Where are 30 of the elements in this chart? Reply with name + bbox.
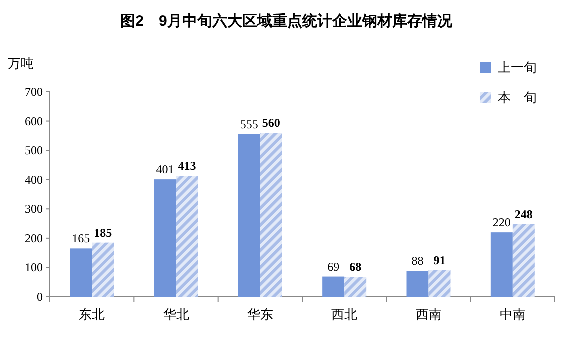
chart-title: 图2 9月中旬六大区域重点统计企业钢材库存情况 (120, 12, 454, 30)
y-tick-label: 0 (37, 290, 43, 304)
y-tick-label: 500 (25, 144, 43, 158)
data-label: 401 (156, 162, 174, 177)
y-tick-label: 200 (25, 231, 43, 246)
x-tick-label: 东北 (79, 307, 106, 322)
y-tick-label: 100 (25, 260, 43, 275)
data-label: 88 (412, 254, 424, 268)
x-tick-label: 西北 (332, 307, 358, 322)
y-tick-label: 400 (25, 172, 43, 187)
data-label: 69 (328, 260, 340, 274)
x-tick-label: 西南 (416, 307, 442, 322)
legend-label: 上一旬 (498, 60, 537, 75)
y-tick-label: 700 (25, 85, 43, 99)
data-label: 185 (94, 226, 112, 240)
data-label: 413 (178, 159, 196, 174)
data-label: 91 (434, 253, 446, 268)
data-label: 165 (72, 232, 90, 246)
x-tick-label: 中南 (500, 307, 526, 322)
x-tick-label: 华东 (247, 307, 274, 322)
y-tick-label: 600 (25, 114, 43, 128)
data-label: 220 (492, 216, 511, 230)
y-axis-title: 万吨 (8, 56, 34, 71)
data-label: 555 (240, 117, 258, 132)
data-label: 248 (514, 207, 533, 222)
y-tick-label: 300 (25, 202, 43, 216)
legend-label: 本 旬 (498, 90, 537, 105)
data-label: 560 (262, 116, 280, 130)
data-label: 68 (350, 260, 362, 274)
x-tick-label: 华北 (163, 307, 190, 322)
